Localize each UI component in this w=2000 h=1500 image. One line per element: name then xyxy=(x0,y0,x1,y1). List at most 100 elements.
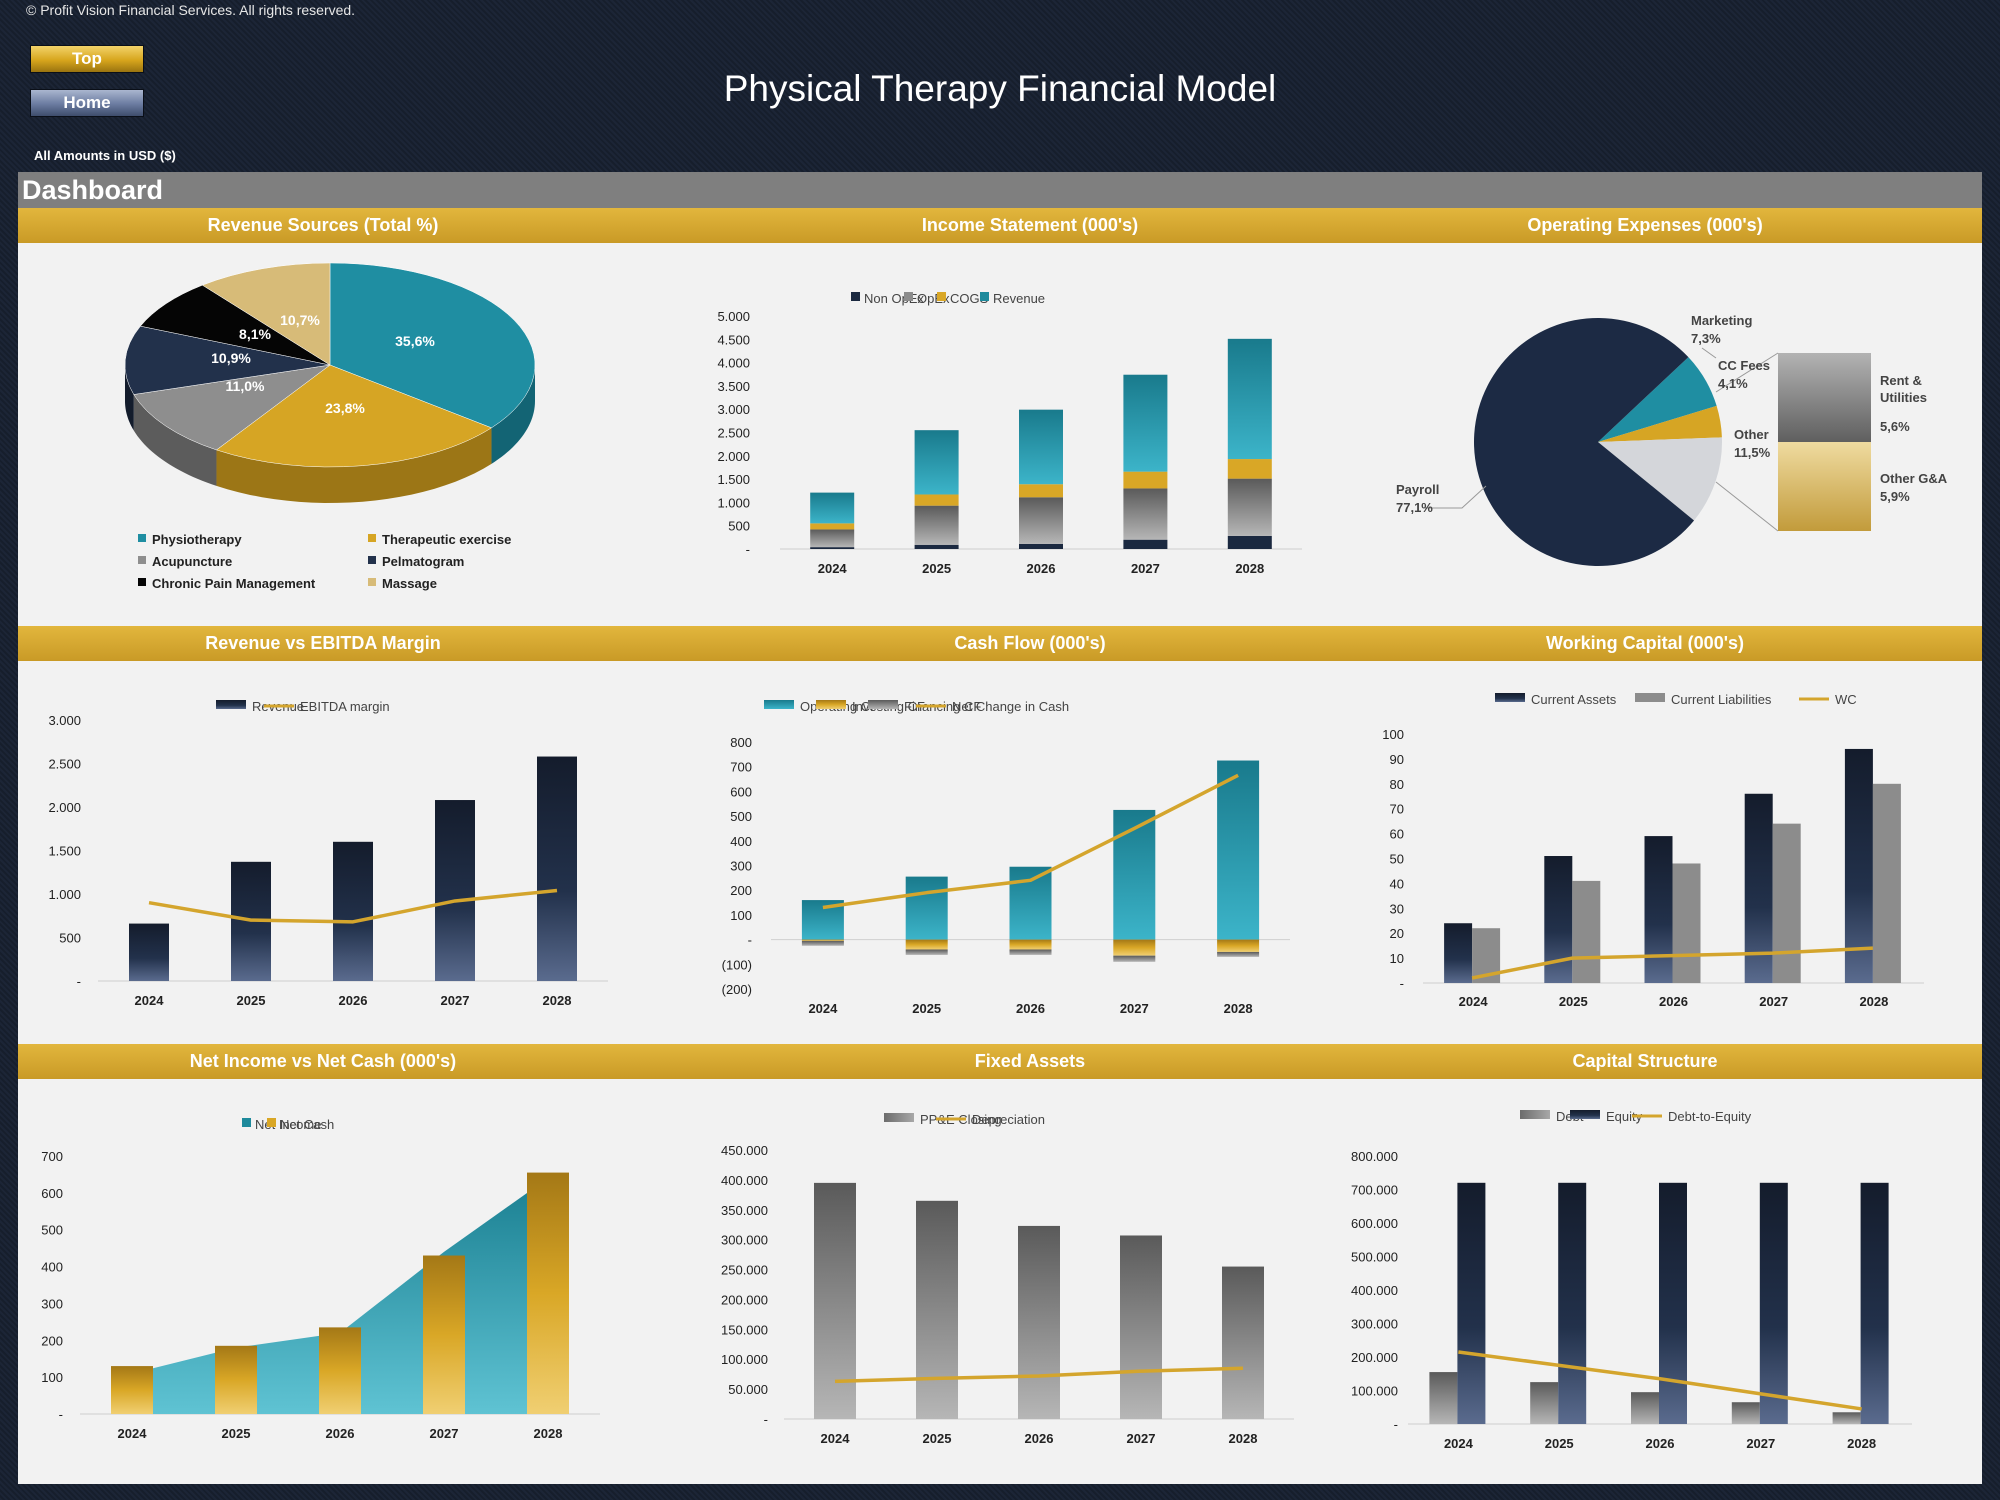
fixed_assets-ytick-label: 50.000 xyxy=(728,1382,768,1397)
copyright-text: © Profit Vision Financial Services. All … xyxy=(26,2,356,18)
revenue-sources-pie-slice xyxy=(133,364,331,451)
operating-expenses-pie-slice xyxy=(1598,357,1717,442)
fixed_assets-ytick-label: - xyxy=(764,1412,768,1427)
revenue_ebitda-xtick-label: 2024 xyxy=(135,993,165,1008)
capital-structure-equity-bar xyxy=(1860,1182,1889,1424)
working-capital-liabilities-bar xyxy=(1772,823,1801,983)
cash-flow-net-change-line xyxy=(822,773,1239,910)
working-capital-wc-line xyxy=(1471,946,1873,980)
operating-expenses-label: Other xyxy=(1734,427,1769,442)
income_statement-legend-swatch xyxy=(937,292,946,301)
net_income_cash-ytick-label: 400 xyxy=(41,1260,63,1275)
net-cash-bar xyxy=(319,1327,361,1414)
cash_flow-xtick-label: 2027 xyxy=(1120,1001,1149,1016)
capital_structure-ytick-label: 200.000 xyxy=(1351,1350,1398,1365)
capital-structure-debt-bar xyxy=(1631,1392,1659,1424)
working_capital-ytick-label: 50 xyxy=(1390,852,1404,867)
revenue-sources-value-label: 10,9% xyxy=(211,350,251,366)
cash-flow-operating-bar xyxy=(1009,866,1052,940)
cash-flow-financing-bar xyxy=(1217,951,1260,957)
home-button[interactable]: Home xyxy=(30,89,144,117)
cash_flow-ytick-label: 800 xyxy=(730,735,752,750)
fixed_assets-ytick-label: 250.000 xyxy=(721,1263,768,1278)
cash_flow-ytick-label: (100) xyxy=(722,957,752,972)
net_income_cash-ytick-label: 500 xyxy=(41,1223,63,1238)
fixed_assets-legend-swatch xyxy=(884,1113,914,1122)
income_statement-xtick-label: 2025 xyxy=(922,561,951,576)
working-capital-assets-bar xyxy=(1644,836,1673,983)
cash_flow-xtick-label: 2025 xyxy=(912,1001,941,1016)
cash-flow-investing-bar xyxy=(1217,939,1260,952)
revenue-sources-legend-swatch xyxy=(138,556,146,564)
cash_flow-legend-swatch xyxy=(764,700,794,709)
revenue_ebitda-xtick-label: 2027 xyxy=(441,993,470,1008)
income-statement-bar-opex xyxy=(1123,488,1168,540)
fixed-assets-ppe-bar xyxy=(1120,1235,1162,1419)
working_capital-ytick-label: 90 xyxy=(1390,752,1404,767)
fixed_assets-legend-label: Depreciation xyxy=(972,1112,1045,1127)
working-capital-liabilities-bar xyxy=(1572,880,1601,983)
working_capital-ytick-label: - xyxy=(1400,976,1404,991)
net-cash-bar xyxy=(527,1172,569,1414)
revenue-sources-pie-slice xyxy=(215,364,493,468)
cash_flow-ytick-label: 100 xyxy=(730,908,752,923)
income_statement-legend-swatch xyxy=(851,292,860,301)
capital-structure-debt-bar xyxy=(1530,1382,1559,1424)
fixed_assets-ytick-label: 350.000 xyxy=(721,1203,768,1218)
revenue-sources-pie-slice xyxy=(201,262,331,366)
fixed_assets-xtick-label: 2028 xyxy=(1229,1431,1258,1446)
capital_structure-legend-swatch xyxy=(1520,1110,1550,1119)
amounts-note: All Amounts in USD ($) xyxy=(34,148,176,163)
cash-flow-financing-bar xyxy=(1009,949,1052,955)
revenue_ebitda-xtick-label: 2025 xyxy=(237,993,266,1008)
revenue-sources-pie-slice xyxy=(124,325,331,395)
working_capital-xtick-label: 2026 xyxy=(1659,994,1688,1009)
revenue-ebitda-bar xyxy=(129,923,169,981)
panel-title-cash-flow: Cash Flow (000's) xyxy=(954,633,1106,653)
revenue-sources-pie-side xyxy=(491,365,535,464)
income_statement-legend-swatch xyxy=(980,292,989,301)
fixed_assets-ytick-label: 400.000 xyxy=(721,1173,768,1188)
income-statement-bar-non-opex xyxy=(1123,539,1168,549)
net_income_cash-legend-swatch xyxy=(242,1118,251,1127)
income-statement-bar-opex xyxy=(1019,497,1063,544)
working-capital-assets-bar xyxy=(1744,793,1773,983)
income-statement-bar-opex xyxy=(1227,478,1272,536)
cash-flow-operating-bar xyxy=(1217,760,1260,940)
fixed_assets-xtick-label: 2026 xyxy=(1025,1431,1054,1446)
revenue-sources-legend-label: Acupuncture xyxy=(152,554,232,569)
capital-structure-debt-bar xyxy=(1832,1412,1861,1424)
income_statement-ytick-label: 1.000 xyxy=(717,495,750,510)
operating-expenses-pie-slice xyxy=(1598,437,1722,521)
operating-expenses-value-label: 4,1% xyxy=(1718,376,1748,391)
income_statement-xtick-label: 2027 xyxy=(1131,561,1160,576)
income_statement-xtick-label: 2028 xyxy=(1235,561,1264,576)
revenue-sources-legend-swatch xyxy=(138,534,146,542)
net_income_cash-ytick-label: 300 xyxy=(41,1296,63,1311)
revenue-sources-value-label: 23,8% xyxy=(325,400,365,416)
revenue-sources-pie-side xyxy=(216,427,492,503)
net_income_cash-legend-label: Net Cash xyxy=(280,1117,334,1132)
income_statement-ytick-label: 2.500 xyxy=(717,426,750,441)
revenue-sources-legend-swatch xyxy=(138,578,146,586)
income_statement-ytick-label: 4.500 xyxy=(717,332,750,347)
revenue_ebitda-ytick-label: 2.500 xyxy=(48,757,81,772)
working_capital-legend-swatch xyxy=(1495,693,1525,702)
income_statement-legend-label: Non OpEx xyxy=(864,291,924,306)
operating-expenses-leader-line xyxy=(1425,485,1487,509)
top-button[interactable]: Top xyxy=(30,45,144,73)
operating-expenses-value-label: 5,9% xyxy=(1880,489,1910,504)
fixed_assets-ytick-label: 150.000 xyxy=(721,1322,768,1337)
revenue-ebitda-bar xyxy=(333,841,373,981)
revenue-sources-legend-swatch xyxy=(368,556,376,564)
revenue-sources-pie-slice xyxy=(329,262,536,429)
working-capital-liabilities-bar xyxy=(1672,863,1701,983)
capital-structure-equity-bar xyxy=(1558,1182,1587,1424)
capital_structure-ytick-label: 700.000 xyxy=(1351,1183,1398,1198)
cash_flow-xtick-label: 2026 xyxy=(1016,1001,1045,1016)
income-statement-bar-revenue xyxy=(810,492,855,524)
cash_flow-legend-swatch xyxy=(816,700,846,709)
operating-expenses-value-label: 77,1% xyxy=(1396,500,1433,515)
fixed_assets-xtick-label: 2027 xyxy=(1127,1431,1156,1446)
operating-expenses-label: Payroll xyxy=(1396,482,1439,497)
